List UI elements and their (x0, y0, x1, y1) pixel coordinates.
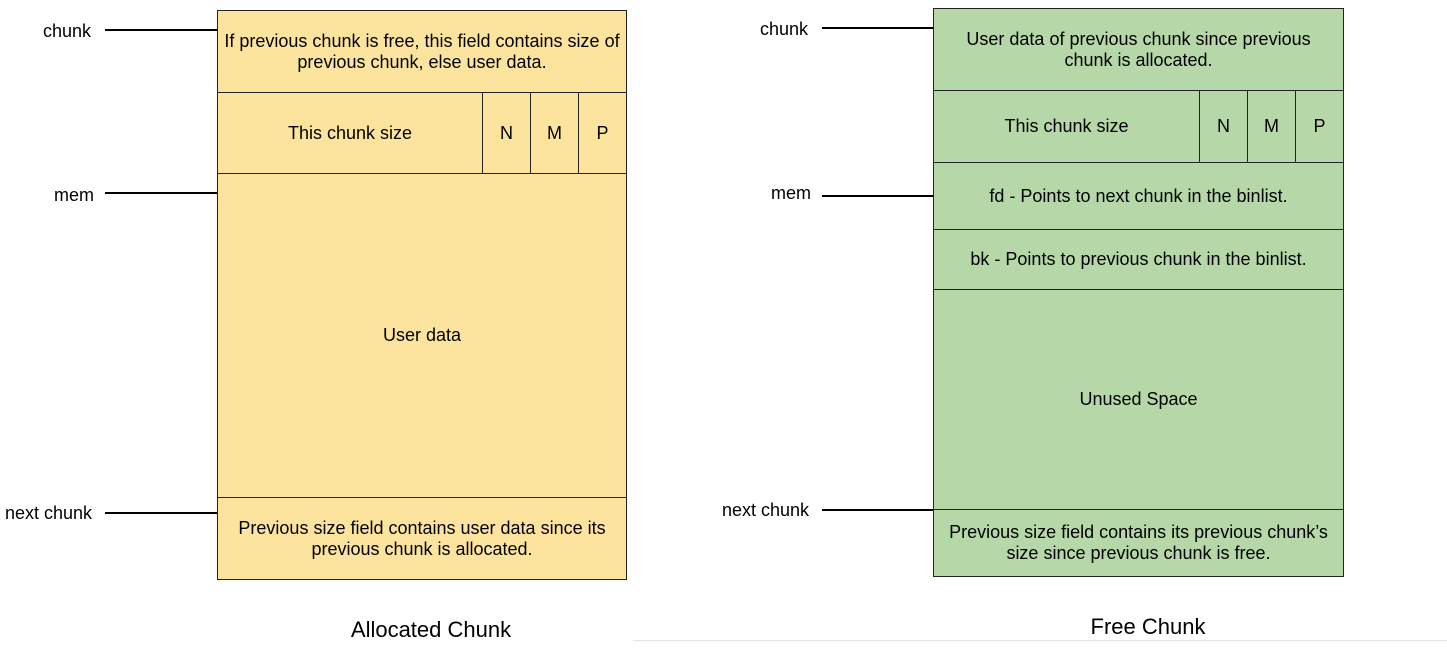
next-prev-size-field: Previous size field contains its previou… (933, 509, 1344, 577)
flag-m-field: M (530, 92, 579, 174)
fd-pointer-field: fd - Points to next chunk in the binlist… (933, 162, 1344, 230)
next-prev-size-field: Previous size field contains user data s… (217, 497, 627, 580)
flag-m-field: M (1247, 90, 1296, 163)
free-chunk-caption: Free Chunk (1090, 614, 1206, 639)
chunk-pointer-arrow (105, 24, 230, 36)
mem-pointer-label: mem (771, 183, 811, 203)
bk-pointer-text: bk - Points to previous chunk in the bin… (970, 249, 1307, 269)
flag-n-label: N (1217, 116, 1230, 136)
unused-space-field: Unused Space (933, 289, 1344, 510)
prev-size-text: User data of previous chunk since previo… (966, 28, 1311, 70)
flag-n-field: N (482, 92, 531, 174)
next-chunk-pointer-arrow (105, 507, 230, 519)
bk-pointer-field: bk - Points to previous chunk in the bin… (933, 229, 1344, 290)
unused-space-text: Unused Space (1079, 389, 1198, 409)
prev-size-field: If previous chunk is free, this field co… (217, 10, 627, 93)
chunk-size-field: This chunk size (933, 90, 1200, 163)
flag-p-field: P (1295, 90, 1344, 163)
chunk-pointer-label: chunk (760, 19, 809, 39)
flag-p-label: P (596, 122, 609, 143)
flag-m-label: M (1264, 116, 1279, 136)
fd-pointer-text: fd - Points to next chunk in the binlist… (989, 185, 1288, 206)
chunk-size-text: This chunk size (287, 122, 413, 143)
chunk-size-field: This chunk size (217, 92, 483, 174)
next-chunk-pointer-label: next chunk (5, 503, 93, 523)
prev-size-text: If previous chunk is free, this field co… (224, 30, 620, 72)
mem-pointer-label: mem (54, 185, 94, 205)
mem-pointer-arrow (105, 187, 230, 199)
allocated-chunk-caption: Allocated Chunk (350, 617, 512, 642)
next-prev-size-text: Previous size field contains its previou… (949, 522, 1328, 563)
next-chunk-pointer-arrow (822, 504, 946, 516)
next-prev-size-text: Previous size field contains user data s… (238, 517, 606, 559)
flag-n-field: N (1199, 90, 1248, 163)
flag-p-field: P (578, 92, 627, 174)
caption-divider (633, 640, 1447, 641)
user-data-field: User data (217, 173, 627, 498)
chunk-pointer-label: chunk (43, 21, 92, 41)
chunk-size-text: This chunk size (1004, 116, 1129, 136)
flag-n-label: N (500, 122, 513, 143)
flag-p-label: P (1313, 116, 1326, 136)
next-chunk-pointer-label: next chunk (722, 500, 810, 520)
prev-size-field: User data of previous chunk since previo… (933, 8, 1344, 91)
mem-pointer-arrow (822, 190, 946, 202)
user-data-text: User data (382, 325, 462, 345)
chunk-pointer-arrow (822, 22, 946, 34)
flag-m-label: M (547, 122, 562, 143)
